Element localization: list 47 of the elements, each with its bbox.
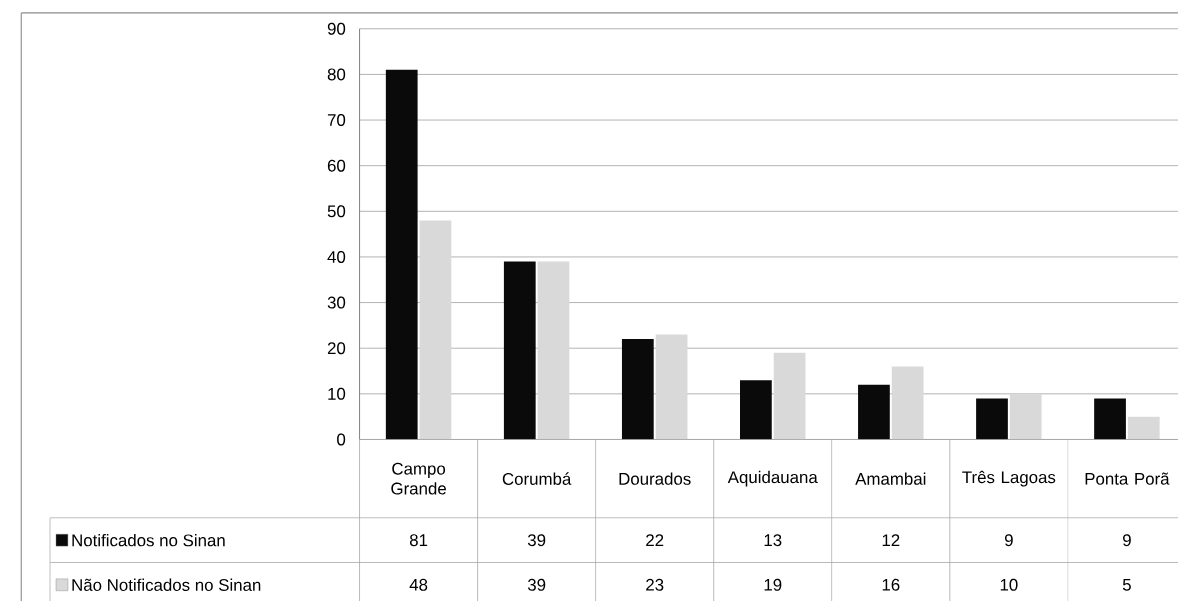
y-tick-label: 80 bbox=[327, 68, 346, 81]
data-label: 22 bbox=[646, 534, 664, 546]
bar bbox=[1094, 398, 1126, 440]
bar bbox=[655, 334, 688, 440]
bar bbox=[976, 398, 1008, 440]
x-tick-label: Três Lagoas bbox=[962, 470, 1056, 487]
data-label: 5 bbox=[1122, 578, 1131, 591]
bar bbox=[385, 69, 418, 440]
bar bbox=[1127, 416, 1160, 440]
y-tick-label: 20 bbox=[327, 342, 346, 355]
bar bbox=[621, 339, 654, 440]
x-tick-label: Ponta Porã bbox=[1085, 472, 1170, 485]
data-label: 16 bbox=[882, 578, 900, 591]
y-tick-label: 40 bbox=[327, 250, 346, 263]
bar bbox=[1009, 393, 1042, 440]
data-label: 9 bbox=[1123, 534, 1131, 547]
x-tick-label: Corumbá bbox=[502, 472, 572, 485]
legend-label: Não Notificados no Sinan bbox=[72, 578, 261, 591]
data-label: 23 bbox=[646, 578, 664, 591]
bar bbox=[537, 261, 570, 440]
y-tick-label: 0 bbox=[337, 433, 346, 446]
x-tick-label: Amambai bbox=[855, 472, 926, 485]
data-label: 81 bbox=[409, 534, 428, 547]
data-label: 39 bbox=[527, 534, 546, 547]
bar bbox=[891, 366, 924, 440]
y-tick-label: 10 bbox=[328, 387, 346, 400]
bar bbox=[740, 380, 772, 440]
bar bbox=[773, 352, 806, 440]
legend-label: Notificados no Sinan bbox=[72, 533, 225, 547]
data-label: 12 bbox=[882, 534, 900, 546]
x-tick-label: Dourados bbox=[619, 472, 691, 485]
bar bbox=[419, 220, 452, 440]
bar bbox=[503, 261, 536, 440]
x-tick-label: Campo Grande bbox=[391, 462, 446, 495]
y-tick-label: 90 bbox=[327, 22, 346, 35]
bar bbox=[858, 384, 890, 440]
data-label: 10 bbox=[1000, 578, 1018, 591]
data-label: 48 bbox=[409, 578, 428, 591]
y-tick-label: 30 bbox=[327, 296, 346, 309]
y-tick-label: 70 bbox=[327, 113, 346, 126]
data-label: 39 bbox=[527, 578, 546, 591]
data-label: 19 bbox=[764, 578, 782, 591]
data-label: 13 bbox=[764, 534, 782, 547]
y-tick-label: 60 bbox=[327, 159, 346, 172]
x-tick-label: Aquidauana bbox=[727, 470, 818, 487]
y-tick-label: 50 bbox=[327, 205, 346, 218]
data-label: 9 bbox=[1004, 534, 1013, 547]
